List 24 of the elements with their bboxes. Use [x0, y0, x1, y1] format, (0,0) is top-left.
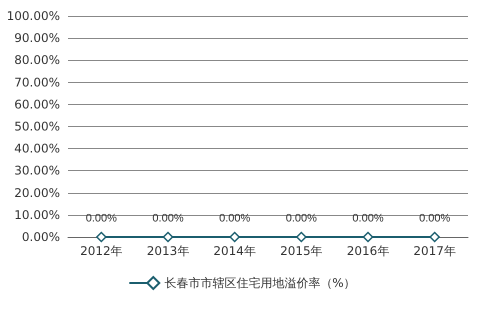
- y-tick-label: 80.00%: [14, 53, 60, 68]
- y-tick-label: 90.00%: [14, 31, 60, 46]
- x-tick-label: 2013年: [146, 244, 190, 258]
- x-tick-label: 2014年: [213, 244, 256, 258]
- y-tick-label: 60.00%: [14, 97, 60, 112]
- y-tick-label: 100.00%: [6, 9, 60, 23]
- y-tick-label: 70.00%: [14, 75, 60, 90]
- y-tick-label: 0.00%: [22, 230, 60, 244]
- y-tick-label: 20.00%: [14, 186, 60, 200]
- y-tick-label: 40.00%: [14, 142, 60, 156]
- x-tick-label: 2015年: [280, 244, 323, 258]
- data-label: 0.00%: [86, 212, 118, 224]
- y-tick-label: 50.00%: [14, 120, 60, 134]
- data-label: 0.00%: [286, 212, 318, 224]
- data-label: 0.00%: [419, 212, 450, 224]
- legend-label: 长春市市辖区住宅用地溢价率（%）: [164, 276, 356, 290]
- x-tick-label: 2012年: [80, 244, 123, 258]
- y-tick-label: 30.00%: [14, 164, 60, 178]
- y-tick-label: 10.00%: [14, 208, 60, 222]
- data-label: 0.00%: [219, 212, 250, 224]
- data-label: 0.00%: [352, 212, 384, 224]
- data-label: 0.00%: [152, 212, 184, 224]
- x-tick-label: 2016年: [346, 244, 390, 258]
- x-tick-label: 2017年: [413, 244, 456, 258]
